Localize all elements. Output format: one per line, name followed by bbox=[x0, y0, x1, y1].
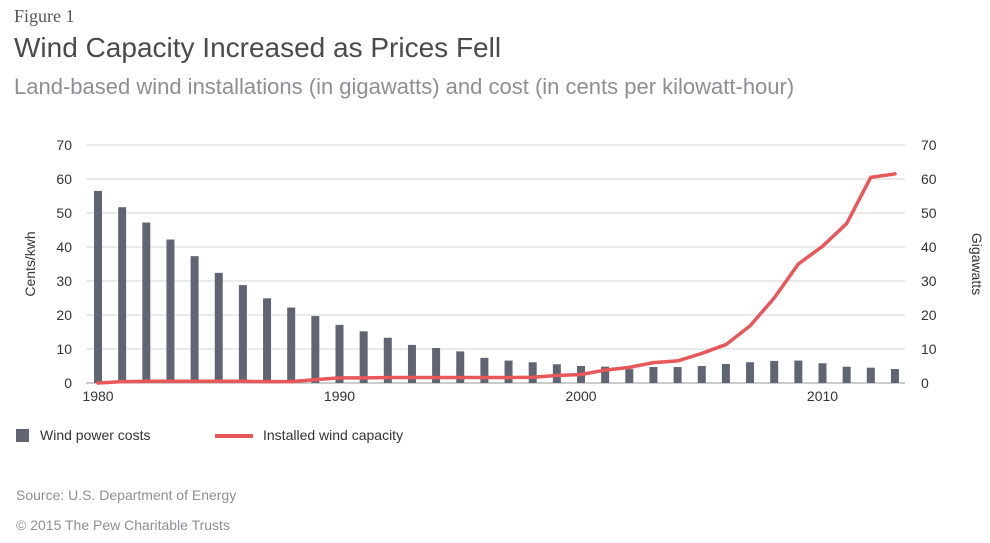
cost-bar bbox=[383, 337, 392, 383]
cost-bar bbox=[190, 256, 199, 383]
cost-bar bbox=[432, 347, 441, 383]
cost-bar bbox=[94, 190, 102, 383]
capacity-line bbox=[96, 172, 897, 385]
y-axis-title-right: Gigawatts bbox=[969, 233, 985, 295]
cost-bar bbox=[842, 366, 851, 383]
legend-line-swatch bbox=[215, 434, 253, 438]
cost-bar bbox=[263, 298, 272, 383]
cost-bar bbox=[601, 366, 610, 383]
x-tick-label: 1990 bbox=[324, 388, 355, 404]
y-tick-label-right: 0 bbox=[921, 375, 929, 391]
cost-bar bbox=[335, 324, 344, 383]
cost-bar bbox=[480, 357, 489, 383]
y-tick-label-left: 60 bbox=[56, 171, 72, 187]
gridlines bbox=[86, 144, 905, 384]
legend-bar-swatch bbox=[16, 429, 29, 442]
y-tick-label-right: 50 bbox=[921, 205, 937, 221]
legend-label-costs: Wind power costs bbox=[40, 427, 151, 443]
y-tick-label-right: 30 bbox=[921, 273, 937, 289]
cost-bar bbox=[721, 363, 730, 383]
capacity-line-group bbox=[96, 172, 897, 385]
cost-bar bbox=[287, 307, 296, 383]
cost-bars bbox=[94, 190, 899, 383]
y-tick-label-right: 60 bbox=[921, 171, 937, 187]
cost-bar bbox=[818, 363, 827, 383]
source-note: Source: U.S. Department of Energy bbox=[16, 487, 237, 503]
y-tick-label-left: 0 bbox=[64, 375, 72, 391]
cost-bar bbox=[214, 272, 223, 383]
chart-title: Wind Capacity Increased as Prices Fell bbox=[14, 32, 502, 63]
cost-bar bbox=[770, 360, 779, 383]
y-tick-label-right: 40 bbox=[921, 239, 937, 255]
y-tick-label-left: 30 bbox=[56, 273, 72, 289]
cost-bar bbox=[118, 207, 127, 383]
figure-label: Figure 1 bbox=[14, 6, 75, 26]
cost-bar bbox=[794, 360, 803, 383]
copyright-note: © 2015 The Pew Charitable Trusts bbox=[16, 517, 230, 533]
cost-bar bbox=[866, 367, 875, 383]
cost-bar bbox=[504, 360, 513, 383]
x-tick-label: 2000 bbox=[565, 388, 596, 404]
y-axis-title-left: Cents/kwh bbox=[22, 231, 38, 296]
y-tick-label-right: 70 bbox=[921, 137, 937, 153]
y-tick-label-right: 10 bbox=[921, 341, 937, 357]
x-tick-label: 1980 bbox=[82, 388, 113, 404]
cost-bar bbox=[238, 285, 247, 383]
cost-bar bbox=[311, 316, 320, 383]
y-tick-label-left: 20 bbox=[56, 307, 72, 323]
y-tick-label-left: 40 bbox=[56, 239, 72, 255]
cost-bar bbox=[697, 366, 706, 383]
y-tick-label-left: 10 bbox=[56, 341, 72, 357]
axes: 0 0 10 10 20 20 30 30 40 40 50 50 60 60 70 70 1980 1990 20… bbox=[22, 137, 985, 404]
cost-bar bbox=[359, 331, 368, 383]
cost-bar bbox=[407, 344, 416, 383]
cost-bar bbox=[890, 369, 899, 383]
cost-bar bbox=[456, 351, 465, 383]
cost-bar bbox=[142, 222, 151, 383]
cost-bar bbox=[528, 362, 537, 383]
legend-label-capacity: Installed wind capacity bbox=[263, 427, 404, 443]
chart-area: 0 0 10 10 20 20 30 30 40 40 50 50 60 60 70 70 1980 1990 20… bbox=[22, 137, 985, 404]
cost-bar bbox=[673, 367, 682, 383]
cost-bar bbox=[649, 367, 658, 383]
cost-bar bbox=[166, 239, 175, 383]
cost-bar bbox=[625, 369, 634, 383]
x-tick-label: 2010 bbox=[807, 388, 838, 404]
cost-bar bbox=[552, 364, 561, 383]
y-tick-label-right: 20 bbox=[921, 307, 937, 323]
y-tick-label-left: 70 bbox=[56, 137, 72, 153]
cost-bar bbox=[746, 362, 755, 383]
chart-subtitle: Land-based wind installations (in gigawa… bbox=[14, 74, 795, 99]
y-tick-label-left: 50 bbox=[56, 205, 72, 221]
